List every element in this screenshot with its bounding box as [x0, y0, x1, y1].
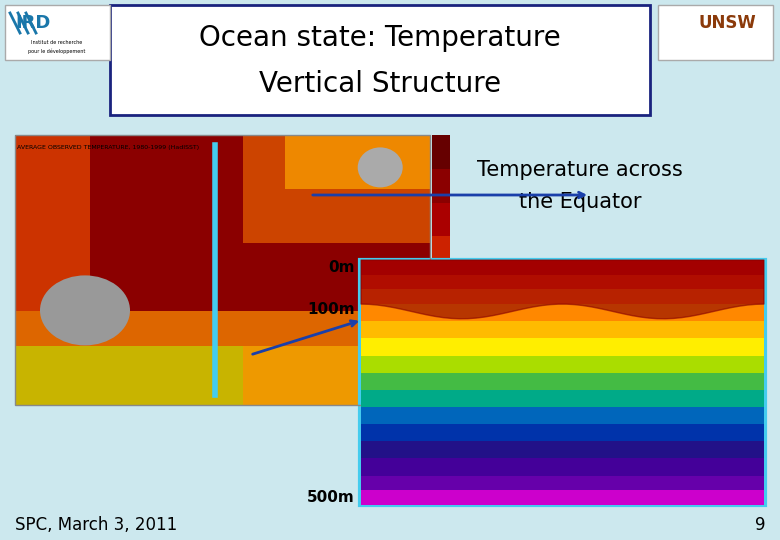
Bar	[15, 346, 430, 405]
Text: 100m: 100m	[307, 301, 355, 316]
Bar	[5, 5, 110, 60]
Bar	[361, 458, 764, 476]
Bar	[658, 5, 773, 60]
Bar	[432, 270, 450, 303]
Text: the Equator: the Equator	[519, 192, 641, 212]
Text: 0m: 0m	[328, 260, 355, 275]
Bar	[361, 407, 764, 424]
Bar	[432, 372, 450, 405]
Bar	[361, 304, 764, 321]
Bar	[361, 289, 764, 304]
Bar	[15, 135, 430, 405]
Text: 500m: 500m	[307, 490, 355, 505]
Text: SPC, March 3, 2011: SPC, March 3, 2011	[15, 516, 177, 534]
Bar	[110, 5, 650, 115]
Bar	[285, 135, 430, 189]
Bar	[432, 135, 450, 168]
Text: pour le développement: pour le développement	[28, 48, 86, 54]
Polygon shape	[361, 260, 764, 319]
Bar	[243, 135, 430, 243]
Bar	[243, 346, 430, 405]
Bar	[361, 390, 764, 407]
Bar	[432, 237, 450, 270]
Bar	[432, 202, 450, 237]
Bar	[360, 260, 765, 505]
Text: Institut de recherche: Institut de recherche	[31, 40, 83, 45]
Text: 9: 9	[754, 516, 765, 534]
Ellipse shape	[358, 147, 402, 187]
Bar	[15, 135, 90, 310]
Bar	[361, 321, 764, 339]
Bar	[361, 355, 764, 373]
Bar	[361, 275, 764, 289]
Bar	[361, 260, 764, 275]
Text: IRD: IRD	[16, 14, 51, 32]
Bar	[15, 135, 430, 405]
Text: UNSW: UNSW	[698, 14, 756, 32]
Bar	[361, 441, 764, 458]
Ellipse shape	[40, 275, 130, 346]
Text: Temperature across: Temperature across	[477, 160, 682, 180]
Bar	[361, 490, 764, 505]
Bar	[15, 310, 430, 346]
Bar	[432, 338, 450, 372]
Bar	[361, 424, 764, 441]
Bar	[361, 339, 764, 355]
Text: AVERAGE OBSERVED TEMPERATURE, 1980-1999 (HadISST): AVERAGE OBSERVED TEMPERATURE, 1980-1999 …	[17, 145, 199, 150]
Text: Vertical Structure: Vertical Structure	[259, 70, 501, 98]
Bar	[361, 373, 764, 390]
Bar	[432, 303, 450, 338]
Bar	[432, 168, 450, 202]
Bar	[361, 476, 764, 490]
Text: Ocean state: Temperature: Ocean state: Temperature	[199, 24, 561, 52]
